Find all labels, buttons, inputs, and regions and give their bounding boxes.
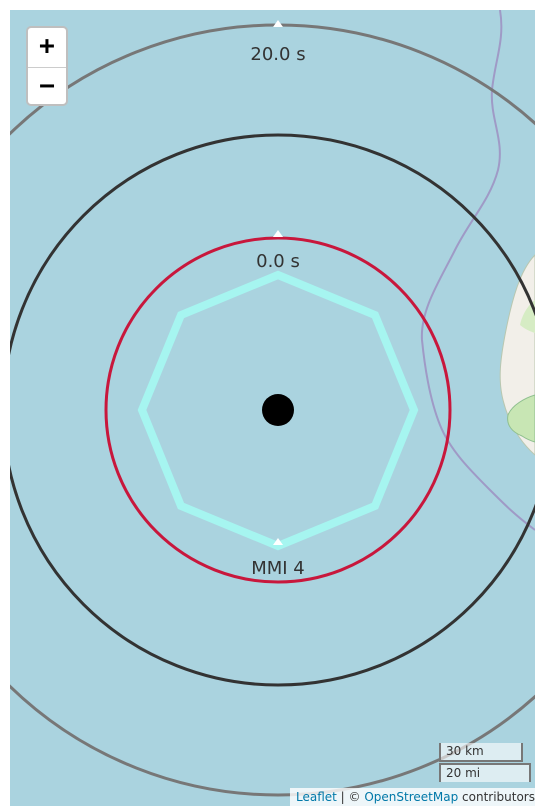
ring-label-inner: 0.0 s	[256, 251, 300, 272]
zoom-out-button[interactable]: −	[39, 71, 55, 101]
scale-bar-metric: 30 km	[439, 743, 523, 762]
wave-ring-inner	[104, 236, 452, 584]
ring-label-outer: 20.0 s	[250, 44, 305, 65]
wave-ring-middle	[10, 133, 535, 687]
map-layer[interactable]: 20.0 s 0.0 s MMI 4	[10, 10, 535, 806]
attribution-suffix: contributors	[458, 790, 535, 804]
label-marker-inner	[273, 230, 283, 237]
label-marker-outer	[273, 20, 283, 27]
map-view[interactable]: 20.0 s 0.0 s MMI 4	[10, 10, 535, 806]
park-area-north	[520, 300, 535, 333]
leaflet-link[interactable]: Leaflet	[296, 790, 337, 804]
osm-link[interactable]: OpenStreetMap	[364, 790, 459, 804]
zoom-control: + −	[26, 26, 68, 106]
mmi-label: MMI 4	[251, 558, 305, 579]
mmi-contour	[137, 270, 419, 551]
label-marker-mmi	[273, 538, 283, 545]
attribution-separator: | ©	[336, 790, 365, 804]
scale-bar-imperial: 20 mi	[439, 763, 531, 782]
admin-boundary	[420, 10, 535, 531]
park-area	[507, 394, 535, 443]
zoom-in-button[interactable]: +	[28, 28, 66, 68]
attribution: Leaflet | © OpenStreetMap contributors	[290, 788, 535, 806]
epicenter-marker[interactable]	[262, 394, 294, 426]
